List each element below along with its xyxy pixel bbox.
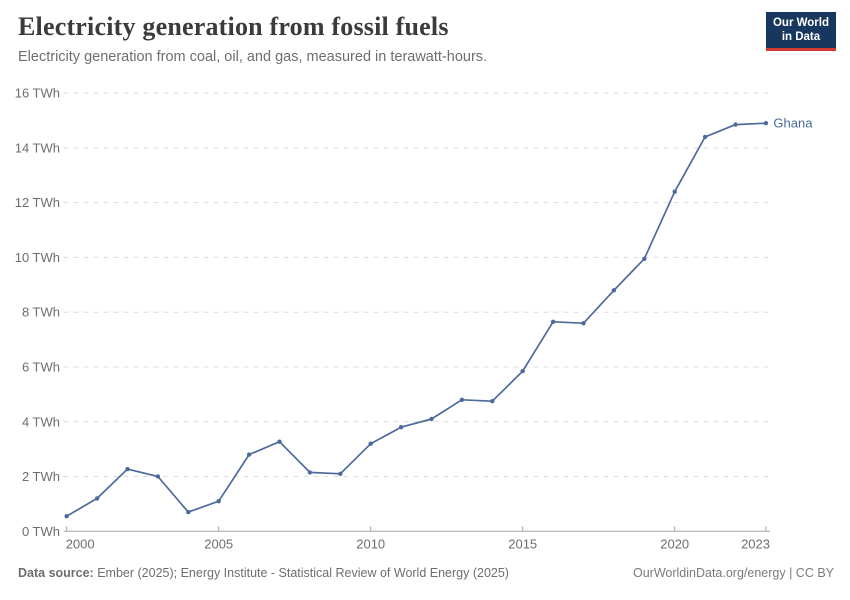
data-point[interactable]	[186, 509, 191, 515]
data-point[interactable]	[277, 439, 282, 444]
data-point[interactable]	[216, 499, 221, 504]
y-tick-label: 10 TWh	[15, 250, 60, 265]
y-tick-label: 2 TWh	[22, 469, 60, 484]
data-point[interactable]	[459, 397, 465, 402]
data-point[interactable]	[672, 189, 677, 194]
data-point[interactable]	[763, 121, 769, 126]
line-chart-canvas[interactable]: 0 TWh 2 TWh 4 TWh 6 TWh 8 TWh 10 TWh 12 TWh 14 …	[0, 82, 850, 560]
x-tick-label: 2020	[660, 537, 689, 552]
x-tick-label: 2023	[741, 537, 770, 552]
data-point[interactable]	[368, 441, 373, 446]
logo-line2: in Data	[781, 30, 821, 43]
x-tick-label: 2015	[508, 537, 537, 552]
logo-line1: Our World	[772, 17, 829, 29]
ghana-series-line[interactable]	[66, 122, 766, 517]
y-tick-label: 0 TWh	[22, 524, 60, 539]
y-tick-label: 6 TWh	[22, 359, 60, 374]
y-tick-label: 8 TWh	[22, 305, 60, 320]
data-source-text: Ember (2025); Energy Institute - Statist…	[97, 566, 509, 580]
data-point[interactable]	[398, 425, 404, 430]
x-tick-label: 2000	[66, 537, 95, 552]
chart-header: Electricity generation from fossil fuels…	[18, 12, 836, 65]
x-tick-label: 2010	[356, 537, 385, 552]
x-tick-label: 2005	[204, 537, 233, 552]
data-point[interactable]	[155, 474, 161, 479]
series-label-ghana[interactable]: Ghana	[773, 115, 813, 130]
y-tick-label: 4 TWh	[22, 414, 60, 429]
page-title: Electricity generation from fossil fuels	[18, 12, 449, 41]
data-point[interactable]	[550, 319, 556, 324]
y-tick-label: 14 TWh	[15, 140, 60, 155]
data-point[interactable]	[125, 466, 130, 472]
data-point[interactable]	[702, 134, 708, 140]
y-tick-label: 12 TWh	[15, 195, 60, 210]
y-tick-label: 16 TWh	[15, 86, 60, 101]
data-point[interactable]	[581, 321, 586, 326]
footer-license-link[interactable]: OurWorldinData.org/energy | CC BY	[632, 566, 834, 580]
data-point[interactable]	[64, 514, 69, 519]
owid-logo[interactable]: Our World in Data	[765, 12, 836, 51]
chart-footer: Data source: Ember (2025); Energy Instit…	[18, 566, 834, 580]
data-source-label: Data source:	[18, 566, 94, 580]
data-point[interactable]	[611, 288, 617, 293]
data-point[interactable]	[246, 452, 252, 457]
data-point[interactable]	[94, 496, 100, 501]
data-point[interactable]	[642, 256, 647, 261]
data-source: Data source: Ember (2025); Energy Instit…	[18, 566, 509, 580]
data-point[interactable]	[338, 471, 343, 476]
data-point[interactable]	[520, 368, 525, 374]
data-point[interactable]	[733, 122, 738, 127]
data-point[interactable]	[307, 470, 313, 475]
page-subtitle: Electricity generation from coal, oil, a…	[18, 49, 488, 65]
data-point[interactable]	[490, 399, 495, 404]
data-point[interactable]	[429, 416, 434, 422]
